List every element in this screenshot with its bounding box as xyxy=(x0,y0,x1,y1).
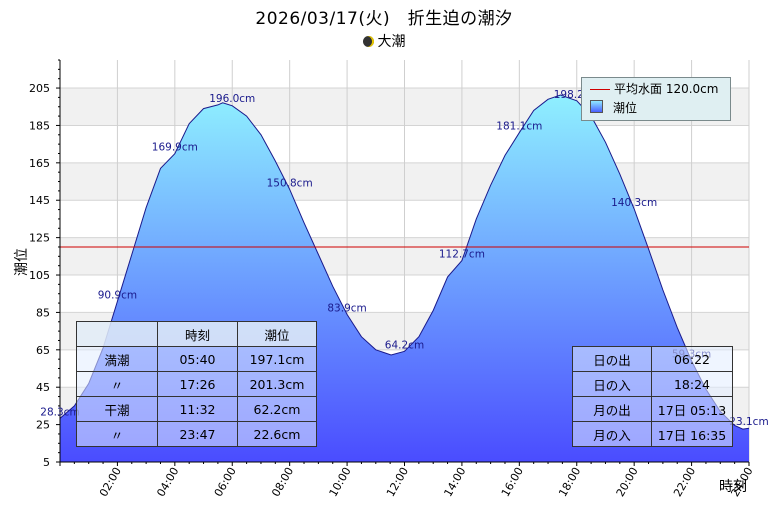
legend-item-mean: 平均水面 120.0cm xyxy=(590,80,718,98)
table-cell: 17日 05:13 xyxy=(651,396,733,422)
table-cell: 23:47 xyxy=(157,421,238,447)
y-tick-label: 205 xyxy=(29,82,50,95)
header-cell: 潮位 xyxy=(237,321,317,347)
x-tick-label: 18:00 xyxy=(556,465,583,499)
x-tick-label: 04:00 xyxy=(154,465,181,499)
data-label: 140.3cm xyxy=(611,197,657,209)
data-label: 169.9cm xyxy=(152,142,198,154)
table-row: 満潮 05:40 197.1cm xyxy=(76,346,317,372)
tide-type-label: 大潮 xyxy=(377,34,406,50)
data-label: 196.0cm xyxy=(209,93,255,105)
x-tick-label: 06:00 xyxy=(212,465,239,499)
tide-curve xyxy=(59,94,750,430)
legend-item-tide: 潮位 xyxy=(590,99,637,117)
x-tick-label: 08:00 xyxy=(269,465,296,499)
data-label: 83.9cm xyxy=(327,302,366,314)
table-cell: 日の入 xyxy=(572,371,652,397)
data-label: 181.1cm xyxy=(496,121,542,133)
table-row: 月の出 17日 05:13 xyxy=(572,396,733,422)
table-cell: 17日 16:35 xyxy=(651,421,733,447)
chart-title: 2026/03/17(火) 折生迫の潮汐 xyxy=(255,9,513,29)
table-cell: 月の入 xyxy=(572,421,652,447)
x-tick-label: 10:00 xyxy=(327,465,354,499)
x-axis-label: 時刻 xyxy=(719,479,747,495)
table-cell: 満潮 xyxy=(76,346,158,372)
axes xyxy=(56,59,750,466)
x-tick-label: 22:00 xyxy=(671,465,698,499)
table-cell: 201.3cm xyxy=(237,371,317,397)
legend-mean-label: 平均水面 120.0cm xyxy=(614,82,719,96)
y-tick-label: 45 xyxy=(36,381,50,394)
table-cell: 17:26 xyxy=(157,371,238,397)
legend: 平均水面 120.0cm 潮位 xyxy=(581,77,731,121)
data-label: 23.1cm xyxy=(729,416,768,428)
table-row: 干潮 11:32 62.2cm xyxy=(76,396,317,422)
x-tick-label: 02:00 xyxy=(97,465,124,499)
table-row: 〃 23:47 22.6cm xyxy=(76,421,317,447)
table-row: 月の入 17日 16:35 xyxy=(572,421,733,447)
data-label: 90.9cm xyxy=(98,289,137,301)
table-cell: 11:32 xyxy=(157,396,238,422)
x-tick-labels: 02:00 04:00 06:00 08:00 10:00 12:00 14:00 16:00… xyxy=(97,465,756,499)
data-label: 28.3cm xyxy=(40,406,79,418)
y-axis-label: 潮位 xyxy=(14,248,30,276)
y-tick-label: 165 xyxy=(29,157,50,170)
table-row: 日の入 18:24 xyxy=(572,371,733,397)
header-cell: 時刻 xyxy=(157,321,238,347)
table-cell: 〃 xyxy=(76,371,158,397)
table-cell: 197.1cm xyxy=(237,346,317,372)
data-label: 112.7cm xyxy=(439,249,485,261)
table-row: 〃 17:26 201.3cm xyxy=(76,371,317,397)
table-cell: 〃 xyxy=(76,421,158,447)
table-header-row: 時刻 潮位 xyxy=(76,321,317,347)
high-low-tide-table: 時刻 潮位 満潮 05:40 197.1cm 〃 17:26 201.3cm 干… xyxy=(76,321,317,447)
y-tick-label: 85 xyxy=(36,306,50,319)
mean-line-swatch xyxy=(590,89,610,90)
data-label: 150.8cm xyxy=(267,177,313,189)
table-cell: 日の出 xyxy=(572,346,652,372)
x-tick-label: 14:00 xyxy=(441,465,468,499)
data-label: 64.2cm xyxy=(385,339,424,351)
sun-moon-table: 日の出 06:22 日の入 18:24 月の出 17日 05:13 月の入 17… xyxy=(572,346,733,447)
y-tick-label: 65 xyxy=(36,344,50,357)
table-cell: 18:24 xyxy=(651,371,733,397)
table-cell: 月の出 xyxy=(572,396,652,422)
moon-phase-icon xyxy=(362,36,374,47)
tide-type: 大潮 xyxy=(0,31,768,51)
x-tick-label: 20:00 xyxy=(614,465,641,499)
y-tick-label: 105 xyxy=(29,269,50,282)
y-tick-label: 185 xyxy=(29,119,50,132)
y-tick-labels: 5 25 45 65 85 105 125 145 165 185 205 xyxy=(29,82,50,469)
header-cell xyxy=(76,321,158,347)
table-cell: 06:22 xyxy=(651,346,733,372)
y-tick-label: 125 xyxy=(29,232,50,245)
table-cell: 05:40 xyxy=(157,346,238,372)
y-tick-label: 5 xyxy=(43,456,50,469)
legend-tide-label: 潮位 xyxy=(613,101,638,115)
x-tick-label: 12:00 xyxy=(384,465,411,499)
table-cell: 22.6cm xyxy=(237,421,317,447)
table-row: 日の出 06:22 xyxy=(572,346,733,372)
y-tick-label: 145 xyxy=(29,194,50,207)
x-tick-label: 16:00 xyxy=(499,465,526,499)
table-cell: 62.2cm xyxy=(237,396,317,422)
tide-swatch xyxy=(590,100,603,113)
y-tick-label: 25 xyxy=(36,419,50,432)
table-cell: 干潮 xyxy=(76,396,158,422)
